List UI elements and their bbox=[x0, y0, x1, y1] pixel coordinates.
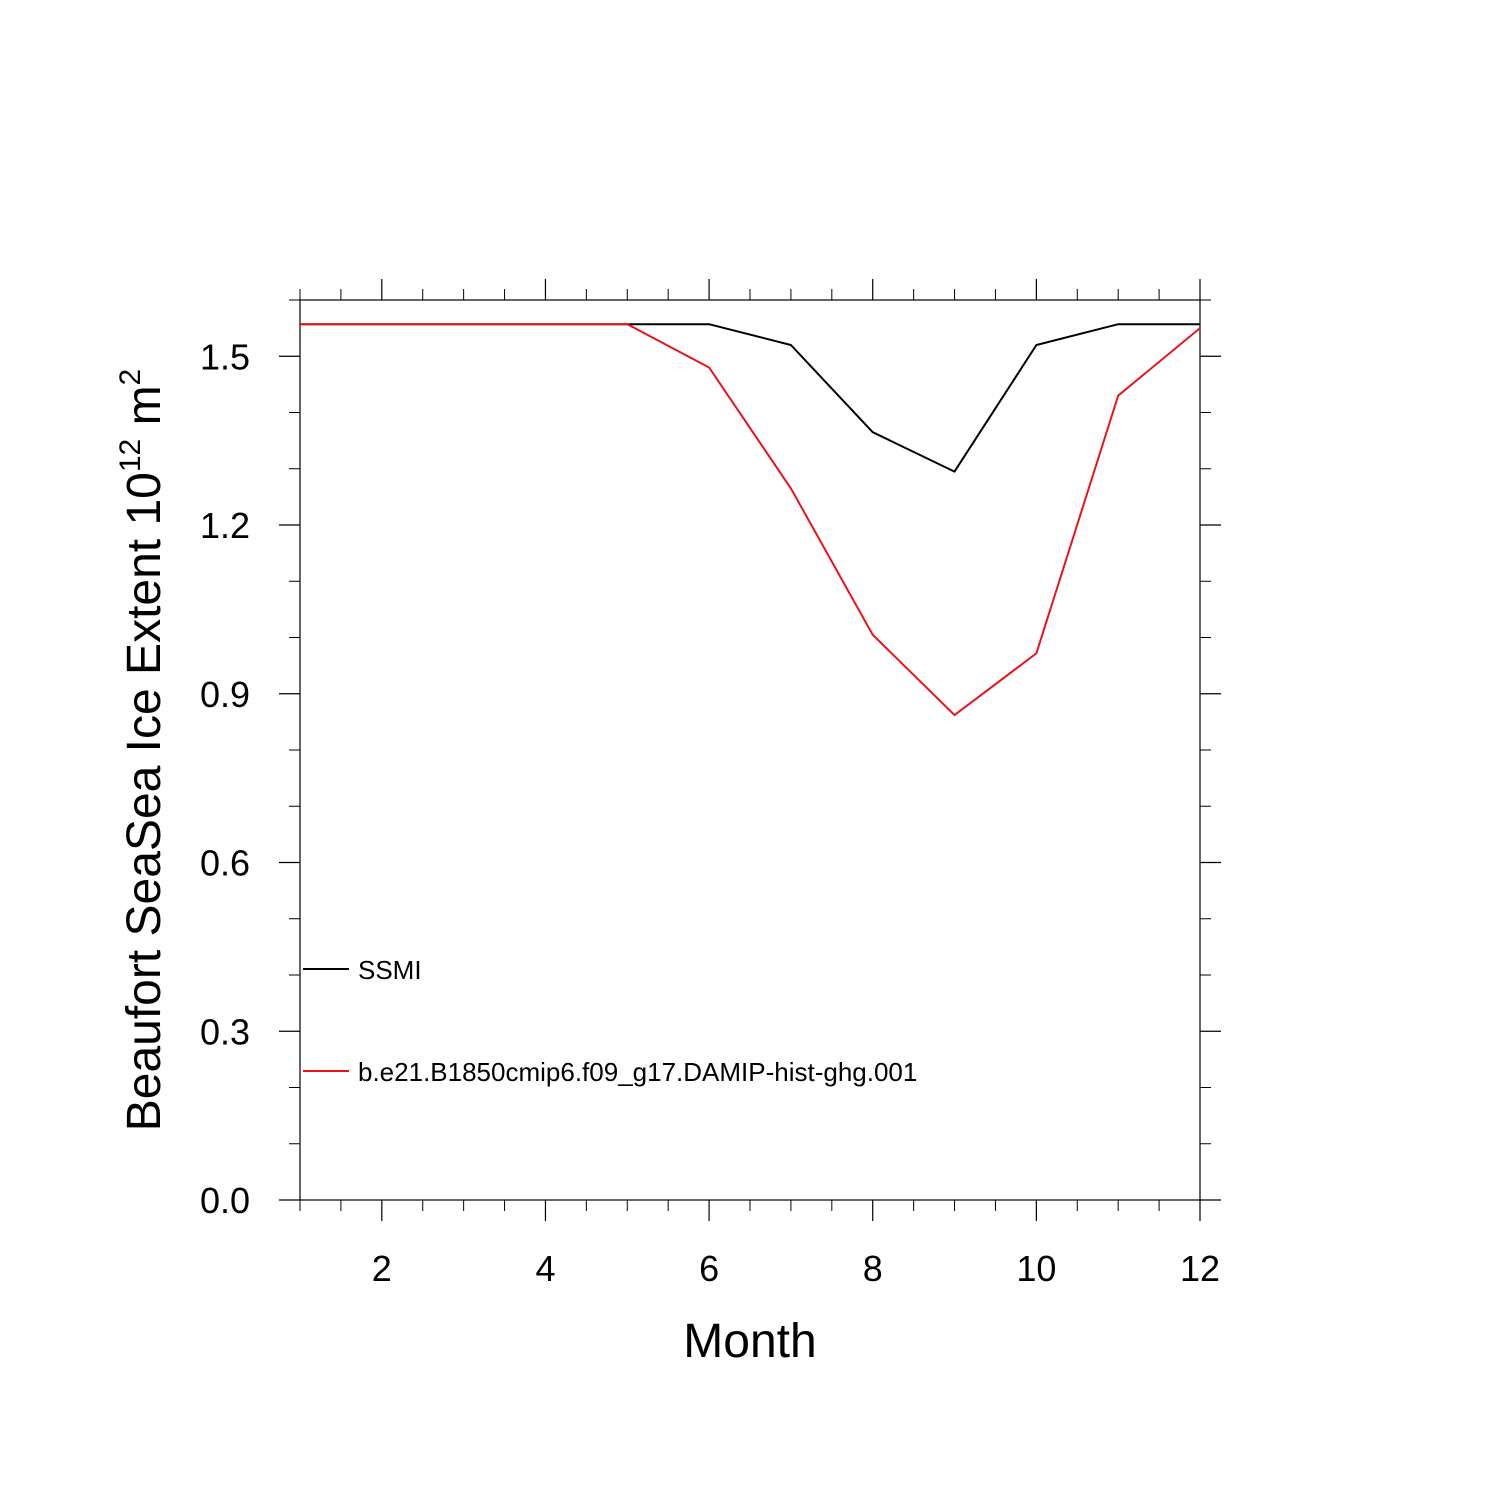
y-tick-label: 1.2 bbox=[200, 505, 250, 546]
x-axis-title: Month bbox=[683, 1315, 816, 1368]
series-line-1 bbox=[300, 323, 1200, 473]
legend-label-1: SSMI bbox=[358, 955, 422, 985]
x-tick-label: 10 bbox=[1016, 1248, 1056, 1289]
legend: SSMI b.e21.B1850cmip6.f09_g17.DAMIP-hist-… bbox=[303, 955, 917, 1087]
y-tick-label: 0.9 bbox=[200, 674, 250, 715]
y-axis-title: Beaufort SeaSea Ice Extent 1012 m2 bbox=[114, 369, 171, 1132]
x-tick-label: 8 bbox=[863, 1248, 883, 1289]
x-tick-label: 4 bbox=[535, 1248, 555, 1289]
legend-label-2: b.e21.B1850cmip6.f09_g17.DAMIP-hist-ghg.… bbox=[358, 1057, 917, 1087]
y-tick-label: 0.0 bbox=[200, 1180, 250, 1221]
y-tick-label: 0.3 bbox=[200, 1011, 250, 1052]
series-line-2 bbox=[300, 323, 1201, 717]
axis-ticks bbox=[279, 279, 1221, 1221]
y-tick-label: 0.6 bbox=[200, 843, 250, 884]
y-axis-title-unit-exponent: 2 bbox=[114, 369, 147, 386]
y-tick-label: 1.5 bbox=[200, 336, 250, 377]
x-tick-label: 12 bbox=[1180, 1248, 1220, 1289]
x-tick-label: 2 bbox=[372, 1248, 392, 1289]
axis-tick-labels: 2 4 6 8 10 12 0.0 0.3 0.6 0.9 1.2 1.5 bbox=[200, 336, 1220, 1289]
y-axis-title-unit: m bbox=[118, 385, 171, 438]
y-axis-title-exponent: 12 bbox=[114, 439, 147, 472]
series-lines bbox=[300, 323, 1201, 717]
y-axis-title-main: Beaufort SeaSea Ice Extent 10 bbox=[118, 472, 171, 1131]
x-tick-label: 6 bbox=[699, 1248, 719, 1289]
